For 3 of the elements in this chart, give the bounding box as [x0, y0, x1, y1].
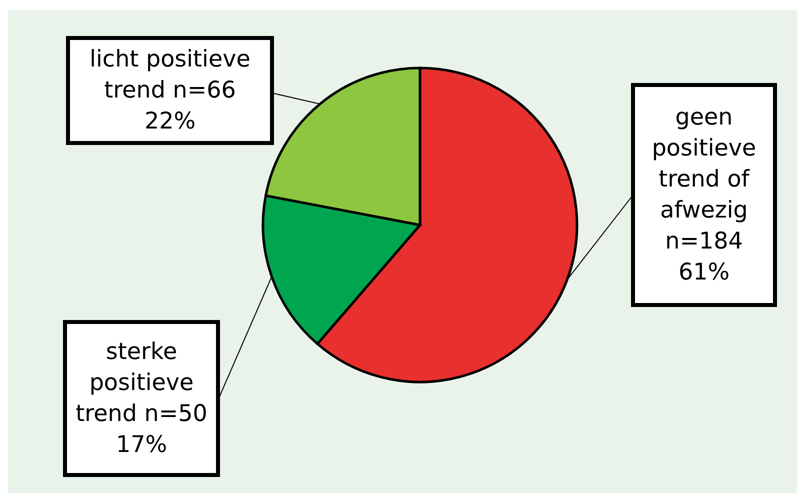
- slice-label: licht positieve trend n=66 22%: [90, 46, 250, 134]
- slice-label: sterke positieve trend n=50 17%: [76, 339, 208, 458]
- data-label: n=184 61%: [665, 228, 743, 286]
